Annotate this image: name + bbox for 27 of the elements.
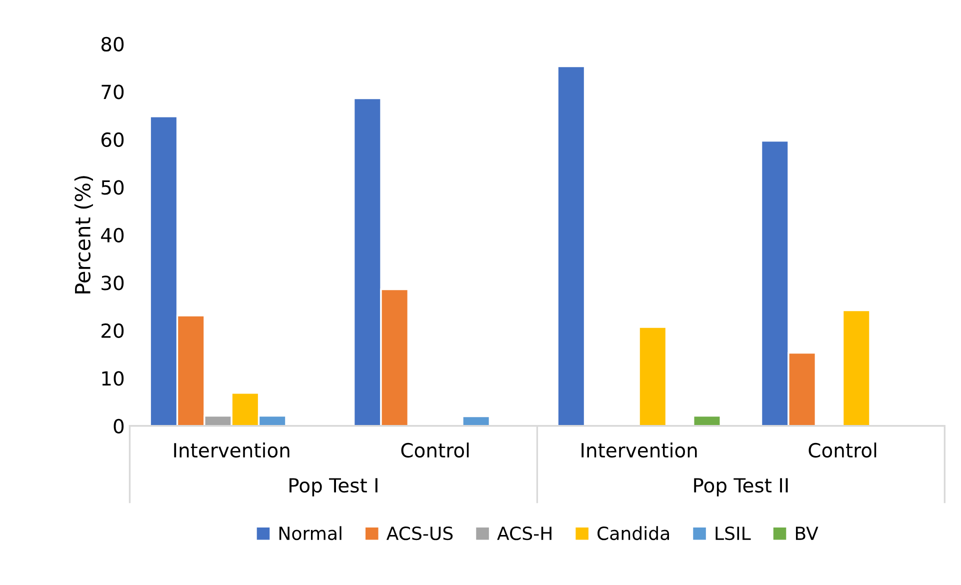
x-tick-label: Intervention [582, 442, 697, 458]
bar [462, 415, 490, 426]
y-tick-label: 30 [102, 276, 124, 290]
y-tick-label: 40 [101, 228, 124, 243]
legend-label: BV [796, 526, 818, 540]
y-tick-label: 80 [101, 36, 124, 52]
y-tick-label: 70 [102, 84, 124, 100]
text: Pop Test II [694, 478, 788, 496]
legend-label: Normal [279, 526, 342, 540]
y-tick-label: 20 [102, 323, 124, 338]
text: Pop Test I [290, 478, 378, 496]
bar [638, 326, 668, 426]
bar [556, 65, 586, 426]
y-axis-title: Percent (%) [74, 176, 93, 294]
legend-label: LSIL [716, 526, 751, 540]
x-tick-label: Intervention [174, 442, 290, 458]
y-tick-label: 0 [114, 418, 124, 434]
bar [842, 309, 871, 426]
x-tick-label: Control [808, 442, 876, 458]
legend-label: ACS-US [386, 526, 453, 540]
x-tick-label: Control [401, 442, 469, 458]
bar [692, 415, 722, 426]
y-tick-label: 60 [101, 132, 124, 148]
y-tick-label: 50 [102, 180, 124, 195]
legend-label: ACS-H [497, 526, 552, 540]
y-tick-label: 10 [102, 371, 124, 386]
legend-label: Candida [598, 526, 669, 540]
